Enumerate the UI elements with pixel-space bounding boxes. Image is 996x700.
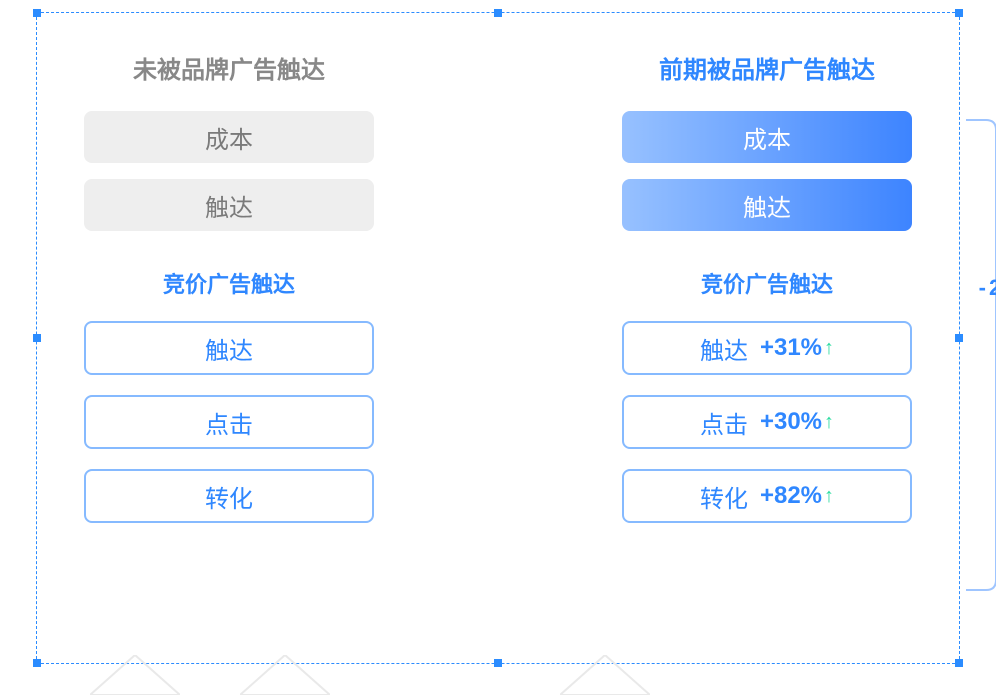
delta-value: +82%: [760, 482, 822, 510]
left-sub-title: 竞价广告触达: [163, 267, 295, 299]
metric-label: 转化: [205, 479, 253, 514]
left-pill-reach: 触达: [84, 179, 374, 231]
left-pill-reach-label: 触达: [205, 188, 253, 223]
right-title: 前期被品牌广告触达: [659, 50, 875, 85]
arrow-up-icon: ↑: [824, 337, 834, 360]
side-label-value: -22%: [979, 275, 996, 301]
left-column: 未被品牌广告触达 成本 触达 竞价广告触达 触达 点击 转化: [44, 20, 414, 656]
metric-label: 触达: [700, 331, 748, 366]
right-pill-reach: 触达: [622, 179, 912, 231]
right-metric-reach: 触达 +31% ↑: [622, 321, 912, 375]
right-column: 前期被品牌广告触达 成本 触达 竞价广告触达 触达 +31% ↑ 点击 +30%…: [582, 20, 952, 656]
decor-triangle: [560, 655, 650, 695]
metric-label: 触达: [205, 331, 253, 366]
right-pill-reach-label: 触达: [743, 188, 791, 223]
right-pill-cost: 成本: [622, 111, 912, 163]
left-metric-reach: 触达: [84, 321, 374, 375]
metric-delta: +30% ↑: [760, 408, 834, 436]
left-title: 未被品牌广告触达: [133, 50, 325, 85]
side-label: 转化成本： -22%: [979, 146, 996, 301]
comparison-diagram: 未被品牌广告触达 成本 触达 竞价广告触达 触达 点击 转化 前期被品牌广告触达…: [36, 12, 960, 664]
metric-label: 点击: [700, 405, 748, 440]
left-metric-convert: 转化: [84, 469, 374, 523]
right-sub-title: 竞价广告触达: [701, 267, 833, 299]
metric-label: 点击: [205, 405, 253, 440]
left-metric-click: 点击: [84, 395, 374, 449]
metric-label: 转化: [700, 479, 748, 514]
decor-triangle: [90, 655, 180, 695]
left-pill-cost-label: 成本: [205, 120, 253, 155]
right-pill-cost-label: 成本: [743, 120, 791, 155]
right-metric-click: 点击 +30% ↑: [622, 395, 912, 449]
delta-value: +30%: [760, 408, 822, 436]
decor-triangle: [240, 655, 330, 695]
metric-delta: +82% ↑: [760, 482, 834, 510]
delta-value: +31%: [760, 334, 822, 362]
right-metric-convert: 转化 +82% ↑: [622, 469, 912, 523]
arrow-up-icon: ↑: [824, 485, 834, 508]
arrow-up-icon: ↑: [824, 411, 834, 434]
left-pill-cost: 成本: [84, 111, 374, 163]
metric-delta: +31% ↑: [760, 334, 834, 362]
